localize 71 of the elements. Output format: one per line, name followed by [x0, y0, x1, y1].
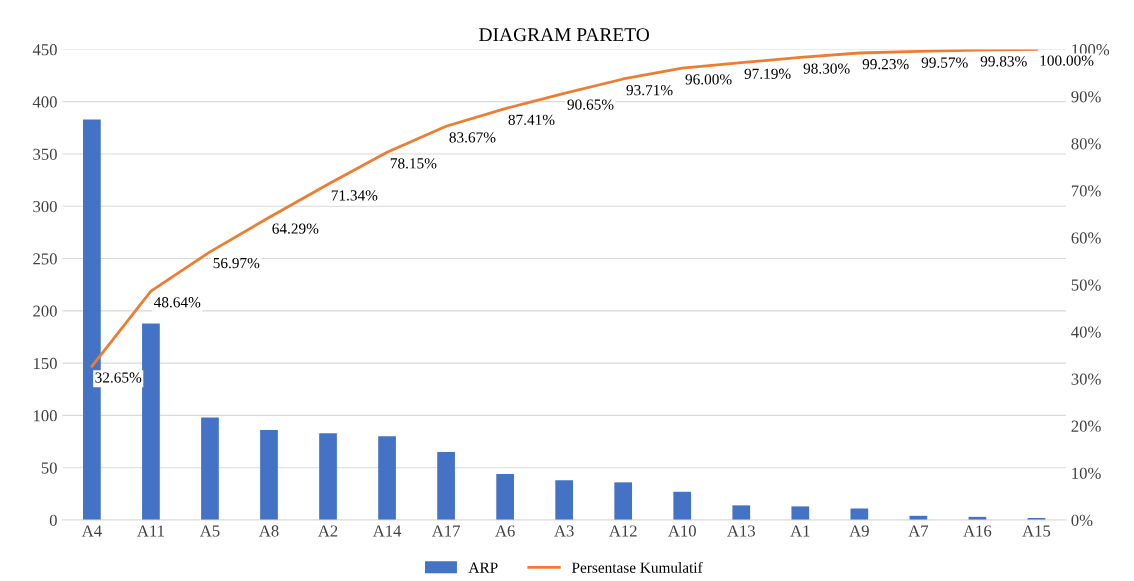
- x-tick-label: A11: [137, 525, 164, 537]
- data-label: 64.29%: [272, 223, 319, 234]
- x-tick-label: A5: [199, 525, 220, 537]
- x-tick-label: A4: [81, 525, 102, 537]
- x-tick-label: A9: [849, 525, 869, 537]
- data-label: 100.00%: [1040, 55, 1094, 66]
- y2-tick-label: 40%: [1071, 326, 1101, 338]
- bar: [378, 436, 396, 520]
- y-tick-label: 450: [32, 44, 57, 56]
- data-label: 56.97%: [213, 257, 260, 269]
- y-tick-label: 50: [41, 462, 57, 474]
- x-tick-label: A1: [790, 525, 810, 537]
- data-label: 99.83%: [980, 56, 1027, 67]
- line-series: [90, 49, 1038, 368]
- chart-title: DIAGRAM PARETO: [479, 28, 649, 42]
- y2-tick-label: 70%: [1071, 185, 1101, 197]
- bar: [673, 491, 692, 520]
- y2-tick-label: 80%: [1071, 138, 1101, 150]
- x-tick-label: A10: [668, 525, 696, 537]
- data-label: 93.71%: [626, 84, 673, 96]
- data-label: 32.65%: [95, 372, 142, 383]
- data-label: 99.57%: [921, 57, 968, 68]
- y-tick-label: 300: [33, 200, 57, 213]
- x-tick-label: A15: [1022, 525, 1051, 537]
- x-tick-label: A8: [258, 525, 279, 537]
- x-tick-label: A7: [908, 525, 929, 537]
- bar: [791, 506, 810, 520]
- x-tick-label: A3: [554, 525, 574, 537]
- legend-label: Persentase Kumulatif: [571, 561, 703, 573]
- data-label: 87.41%: [508, 114, 555, 126]
- data-label: 97.19%: [744, 68, 791, 79]
- data-label: 78.15%: [390, 158, 437, 169]
- y2-tick-label: 30%: [1071, 373, 1101, 385]
- x-tick-label: A13: [727, 525, 755, 537]
- y-tick-label: 250: [33, 253, 57, 265]
- bar: [850, 508, 869, 520]
- data-label: 98.30%: [803, 63, 850, 74]
- data-label: 90.65%: [567, 99, 614, 110]
- x-tick-label: A12: [609, 525, 637, 537]
- x-tick-label: A17: [431, 525, 460, 537]
- legend-label: ARP: [468, 562, 498, 573]
- x-tick-label: A2: [318, 525, 338, 537]
- bar: [437, 452, 455, 520]
- x-tick-label: A14: [372, 525, 402, 537]
- y-tick-label: 150: [33, 357, 57, 370]
- y-tick-label: 200: [33, 305, 57, 317]
- y-tick-label: 350: [33, 148, 57, 160]
- data-label: 48.64%: [154, 297, 201, 308]
- y2-tick-label: 90%: [1071, 91, 1101, 103]
- data-label: 96.00%: [685, 74, 732, 85]
- bar: [201, 417, 219, 520]
- data-label: 71.34%: [331, 190, 378, 201]
- bar: [555, 480, 574, 520]
- y-tick-label: 400: [32, 96, 57, 108]
- y-tick-label: 100: [33, 410, 57, 422]
- y2-tick-label: 20%: [1071, 420, 1101, 432]
- y2-tick-label: 0%: [1071, 514, 1093, 526]
- y2-tick-label: 50%: [1071, 279, 1101, 291]
- bar: [614, 482, 633, 520]
- data-label: 83.67%: [449, 132, 496, 143]
- bar: [732, 505, 751, 520]
- bar: [142, 323, 160, 520]
- x-tick-label: A16: [963, 525, 992, 537]
- x-tick-label: A6: [495, 525, 515, 537]
- bar: [260, 430, 278, 520]
- y2-tick-label: 60%: [1071, 232, 1101, 244]
- bar: [319, 433, 337, 520]
- bar: [496, 473, 514, 520]
- y-tick-label: 0: [49, 514, 57, 526]
- y2-tick-label: 10%: [1072, 467, 1101, 479]
- data-label: 99.23%: [862, 59, 909, 70]
